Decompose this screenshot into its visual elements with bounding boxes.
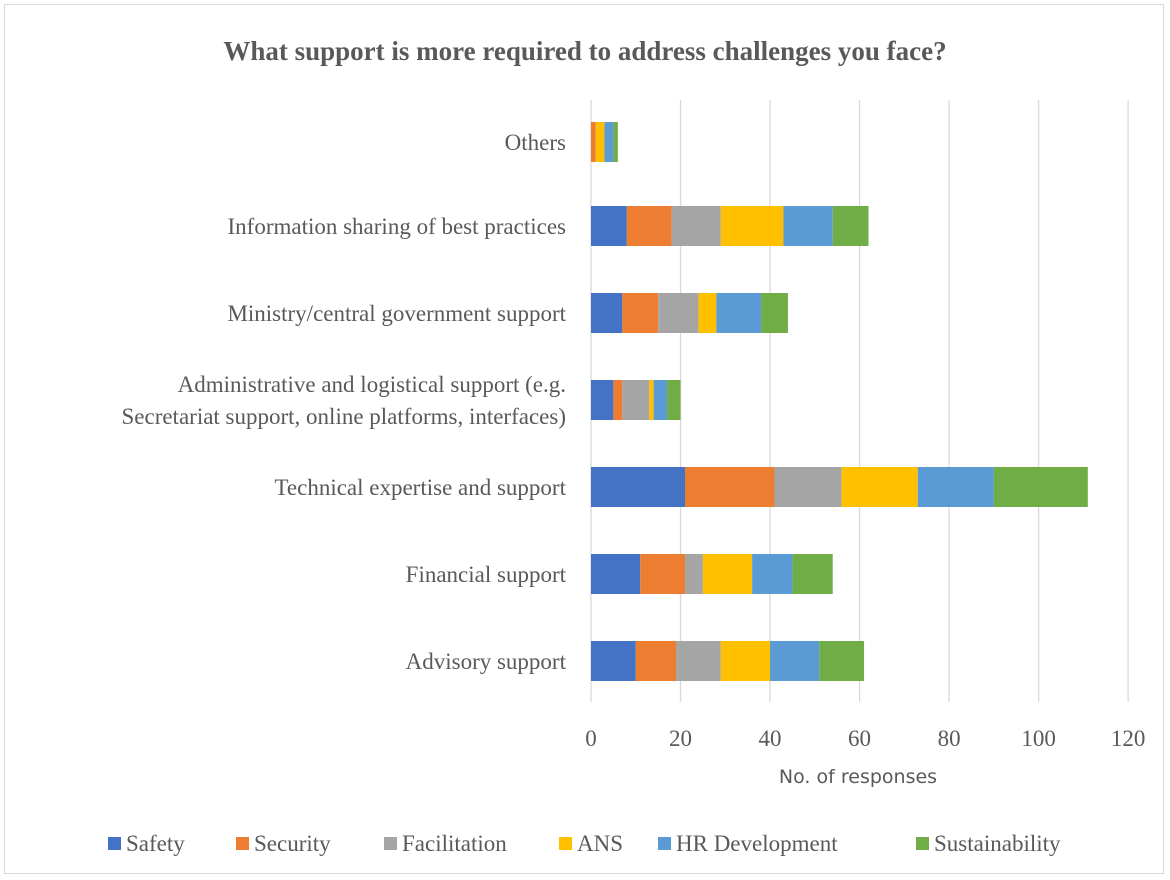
bar-segment <box>604 122 614 162</box>
bar-segment <box>667 380 681 420</box>
bar-segment <box>591 206 627 246</box>
bar-segment <box>792 554 833 594</box>
legend-label: Sustainability <box>934 831 1061 856</box>
bar-segment <box>626 206 672 246</box>
bar-segment <box>774 467 842 507</box>
bar-segment <box>783 206 833 246</box>
category-label: Technical expertise and support <box>274 475 566 500</box>
legend-swatch <box>916 837 929 850</box>
legend-label: HR Development <box>676 831 838 856</box>
legend: Safety Security Facilitation ANS HR Developm… <box>108 831 1061 856</box>
x-tick-label: 60 <box>848 726 871 751</box>
bar-segment <box>993 467 1088 507</box>
bar-segment <box>595 122 605 162</box>
x-axis-label: No. of responses <box>779 766 937 788</box>
bar-segment <box>770 641 820 681</box>
category-label: Ministry/central government support <box>227 301 566 326</box>
bar-segment <box>591 554 641 594</box>
bar-segment <box>752 554 793 594</box>
x-tick-labels: 0 20 40 60 80 100 120 <box>585 726 1145 751</box>
gridlines <box>590 100 1129 702</box>
category-labels: Advisory support Financial support Technic… <box>121 130 566 674</box>
bar-segment <box>613 380 623 420</box>
bar-segment <box>702 554 753 594</box>
legend-label: Facilitation <box>402 831 507 856</box>
bar-segment <box>658 293 699 333</box>
bar-segment <box>841 467 918 507</box>
bar-segment <box>676 641 721 681</box>
bar-segment <box>720 641 771 681</box>
legend-swatch <box>658 837 671 850</box>
bar-segment <box>819 641 865 681</box>
bar-segment <box>613 122 618 162</box>
category-label: Information sharing of best practices <box>228 214 567 239</box>
legend-label: Safety <box>126 831 185 856</box>
legend-label: Security <box>254 831 331 856</box>
x-tick-label: 100 <box>1021 726 1056 751</box>
bar-segment <box>640 554 685 594</box>
bar-segment <box>591 122 596 162</box>
category-label: Secretariat support, online platforms, i… <box>121 404 566 429</box>
category-label: Administrative and logistical support (e… <box>178 372 566 397</box>
bar-segment <box>635 641 677 681</box>
bar-segment <box>649 380 654 420</box>
legend-swatch <box>559 837 572 850</box>
bar-segment <box>591 641 636 681</box>
legend-swatch <box>108 837 121 850</box>
bar-segment <box>591 467 685 507</box>
legend-swatch <box>384 837 397 850</box>
bar-segment <box>917 467 994 507</box>
chart-title: What support is more required to address… <box>223 36 946 66</box>
bar-segment <box>720 206 784 246</box>
bar-segment <box>684 554 703 594</box>
bar-segment <box>653 380 668 420</box>
category-label: Advisory support <box>406 649 567 674</box>
x-tick-label: 40 <box>759 726 782 751</box>
bar-segment <box>591 293 623 333</box>
legend-label: ANS <box>577 831 623 856</box>
legend-swatch <box>236 837 249 850</box>
x-tick-label: 120 <box>1111 726 1146 751</box>
x-tick-label: 80 <box>938 726 961 751</box>
chart-frame <box>4 4 1164 874</box>
x-tick-label: 20 <box>669 726 692 751</box>
bar-segment <box>591 380 614 420</box>
bar-segment <box>716 293 762 333</box>
bar-segment <box>622 380 650 420</box>
bar-segment <box>684 467 775 507</box>
bar-segment <box>832 206 869 246</box>
x-tick-label: 0 <box>585 726 597 751</box>
category-label: Others <box>505 130 566 155</box>
category-label: Financial support <box>406 562 567 587</box>
bar-segment <box>671 206 721 246</box>
bar-segment <box>761 293 788 333</box>
bar-segment <box>698 293 717 333</box>
bars <box>591 122 1088 681</box>
bar-segment <box>622 293 659 333</box>
